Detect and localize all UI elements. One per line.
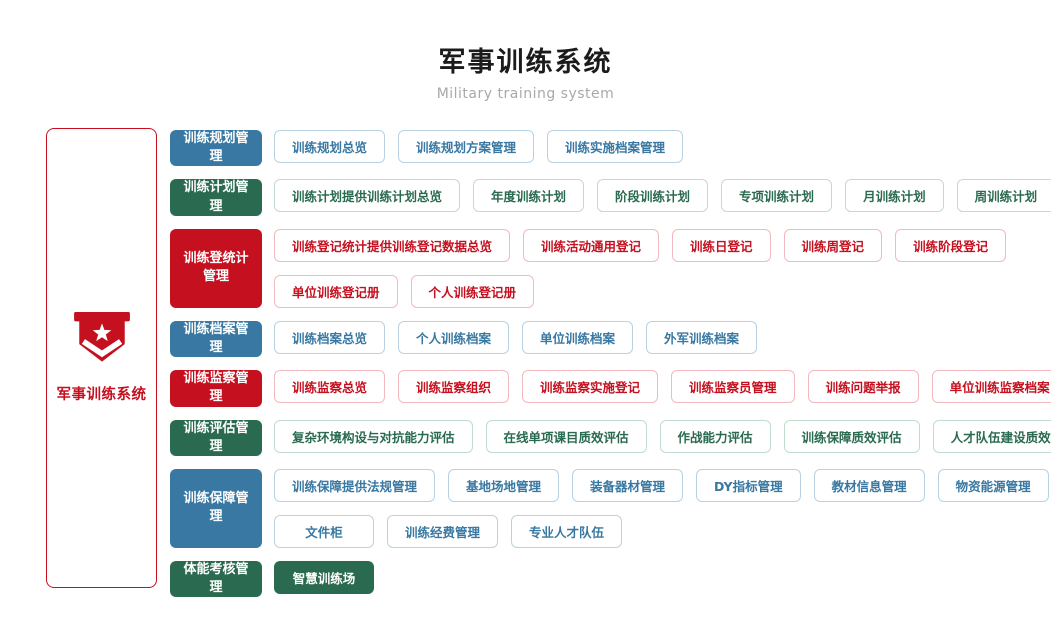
menu-item-button[interactable]: 基地场地管理 <box>448 468 560 502</box>
menu-item-button[interactable]: 单位训练档案 <box>522 320 634 354</box>
menu-item-button[interactable]: 周训练计划 <box>956 179 1051 213</box>
page-header: 军事训练系统 Military training system <box>0 0 1051 102</box>
children-subrow: 训练规划总览 训练规划方案管理 训练实施档案管理 <box>274 130 684 163</box>
children-subrow: 文件柜 训练经费管理 专业人才队伍 <box>274 514 1049 548</box>
shield-star-icon <box>71 312 133 376</box>
children-subrow: 单位训练登记册 个人训练登记册 <box>274 274 1006 308</box>
menu-item-button[interactable]: 训练监察员管理 <box>671 370 795 404</box>
menu-item-button[interactable]: 智慧训练场 <box>274 560 374 594</box>
category-button[interactable]: 体能考核管理 <box>170 560 262 598</box>
menu-item-button[interactable]: 专项训练计划 <box>721 179 833 213</box>
system-root-label: 军事训练系统 <box>56 387 147 403</box>
menu-item-button[interactable]: 训练监察组织 <box>398 370 510 404</box>
menu-item-button[interactable]: 单位训练监察档案 <box>931 370 1051 404</box>
children-group: 训练监察总览 训练监察组织 训练监察实施登记 训练监察员管理 训练问题举报 单位训练监察档… <box>274 370 1051 406</box>
menu-item-button[interactable]: 训练经费管理 <box>387 514 499 548</box>
menu-item-button[interactable]: 外军训练档案 <box>646 320 758 354</box>
menu-item-button[interactable]: 训练监察总览 <box>274 370 386 404</box>
menu-item-button[interactable]: 个人训练登记册 <box>410 274 535 308</box>
menu-item-button[interactable]: 训练保障质效评估 <box>783 419 920 453</box>
children-subrow: 复杂环境构设与对抗能力评估 在线单项课目质效评估 作战能力评估 训练保障质效评估 人才队… <box>274 419 1051 453</box>
menu-item-button[interactable]: 训练规划方案管理 <box>398 130 535 163</box>
menu-item-button[interactable]: 训练阶段登记 <box>895 228 1007 262</box>
menu-item-button[interactable]: 在线单项课目质效评估 <box>485 419 647 453</box>
menu-rows: 训练规划管理 训练规划总览 训练规划方案管理 训练实施档案管理 训练计划管理 训练计划提供… <box>170 130 1051 598</box>
menu-row: 训练计划管理 训练计划提供训练计划总览 年度训练计划 阶段训练计划 专项训练计划 月训练计… <box>170 179 1051 216</box>
menu-item-button[interactable]: 作战能力评估 <box>659 419 771 453</box>
menu-item-button[interactable]: 训练保障提供法规管理 <box>274 468 436 502</box>
children-group: 训练登记统计提供训练登记数据总览 训练活动通用登记 训练日登记 训练周登记 训练阶段登记… <box>274 228 1007 308</box>
menu-item-button[interactable]: 训练实施档案管理 <box>547 130 684 163</box>
menu-item-button[interactable]: 复杂环境构设与对抗能力评估 <box>274 419 473 453</box>
menu-item-button[interactable]: 教材信息管理 <box>813 468 925 502</box>
children-subrow: 训练监察总览 训练监察组织 训练监察实施登记 训练监察员管理 训练问题举报 单位训练监察档… <box>274 370 1051 404</box>
menu-item-button[interactable]: 训练活动通用登记 <box>523 228 660 262</box>
menu-row: 体能考核管理 智慧训练场 <box>170 560 1051 598</box>
menu-item-button[interactable]: 训练规划总览 <box>274 130 386 163</box>
children-group: 训练保障提供法规管理 基地场地管理 装备器材管理 DY指标管理 教材信息管理 物资能源管理… <box>274 468 1049 548</box>
system-root-panel: 军事训练系统 <box>46 128 157 588</box>
menu-item-button[interactable]: 训练问题举报 <box>807 370 919 404</box>
children-subrow: 训练保障提供法规管理 基地场地管理 装备器材管理 DY指标管理 教材信息管理 物资能源管理 <box>274 468 1049 502</box>
menu-item-button[interactable]: 训练计划提供训练计划总览 <box>274 179 461 213</box>
menu-row: 训练监察管理 训练监察总览 训练监察组织 训练监察实施登记 训练监察员管理 训练问题举报单… <box>170 370 1051 407</box>
menu-item-button[interactable]: 物资能源管理 <box>937 468 1049 502</box>
menu-row: 训练保障管理 训练保障提供法规管理 基地场地管理 装备器材管理 DY指标管理 教材信息管理… <box>170 468 1051 548</box>
menu-row: 训练档案管理 训练档案总览 个人训练档案 单位训练档案 外军训练档案 <box>170 320 1051 358</box>
category-button[interactable]: 训练保障管理 <box>170 468 262 548</box>
menu-item-button[interactable]: 月训练计划 <box>845 179 944 213</box>
menu-item-button[interactable]: 阶段训练计划 <box>597 179 709 213</box>
menu-item-button[interactable]: 个人训练档案 <box>398 320 510 354</box>
children-subrow: 智慧训练场 <box>274 560 374 594</box>
menu-item-button[interactable]: 年度训练计划 <box>473 179 585 213</box>
menu-row: 训练规划管理 训练规划总览 训练规划方案管理 训练实施档案管理 <box>170 130 1051 167</box>
category-button[interactable]: 训练计划管理 <box>170 179 262 216</box>
children-subrow: 训练登记统计提供训练登记数据总览 训练活动通用登记 训练日登记 训练周登记 训练阶段登记 <box>274 228 1007 262</box>
children-group: 智慧训练场 <box>274 560 374 597</box>
menu-item-button[interactable]: 文件柜 <box>274 514 374 548</box>
category-button[interactable]: 训练登统计管理 <box>170 228 262 308</box>
category-button[interactable]: 训练档案管理 <box>170 320 262 358</box>
category-button[interactable]: 训练评估管理 <box>170 419 262 456</box>
menu-row: 训练登统计管理 训练登记统计提供训练登记数据总览 训练活动通用登记 训练日登记 训练周登… <box>170 228 1051 308</box>
menu-item-button[interactable]: 装备器材管理 <box>572 468 684 502</box>
menu-item-button[interactable]: 单位训练登记册 <box>274 274 398 308</box>
children-group: 复杂环境构设与对抗能力评估 在线单项课目质效评估 作战能力评估 训练保障质效评估 人才队… <box>274 419 1051 456</box>
page-subtitle: Military training system <box>436 86 615 102</box>
category-button[interactable]: 训练监察管理 <box>170 370 262 407</box>
children-group: 训练档案总览 个人训练档案 单位训练档案 外军训练档案 <box>274 320 758 357</box>
menu-item-button[interactable]: 训练日登记 <box>672 228 771 262</box>
menu-item-button[interactable]: 人才队伍建设质效评估 <box>932 419 1051 453</box>
menu-item-button[interactable]: DY指标管理 <box>696 468 801 502</box>
category-button[interactable]: 训练规划管理 <box>170 130 262 167</box>
children-group: 训练规划总览 训练规划方案管理 训练实施档案管理 <box>274 130 684 166</box>
menu-item-button[interactable]: 训练周登记 <box>783 228 883 262</box>
menu-item-button[interactable]: 专业人才队伍 <box>511 514 623 548</box>
menu-item-button[interactable]: 训练监察实施登记 <box>522 370 659 404</box>
page-title: 军事训练系统 <box>438 47 613 78</box>
menu-row: 训练评估管理 复杂环境构设与对抗能力评估 在线单项课目质效评估 作战能力评估 训练保障质… <box>170 419 1051 456</box>
children-group: 训练计划提供训练计划总览 年度训练计划 阶段训练计划 专项训练计划 月训练计划 周训练计划 <box>274 179 1051 215</box>
children-subrow: 训练档案总览 个人训练档案 单位训练档案 外军训练档案 <box>274 320 758 354</box>
menu-item-button[interactable]: 训练登记统计提供训练登记数据总览 <box>274 228 511 262</box>
children-subrow: 训练计划提供训练计划总览 年度训练计划 阶段训练计划 专项训练计划 月训练计划 周训练计划 <box>274 179 1051 213</box>
menu-item-button[interactable]: 训练档案总览 <box>274 320 386 354</box>
